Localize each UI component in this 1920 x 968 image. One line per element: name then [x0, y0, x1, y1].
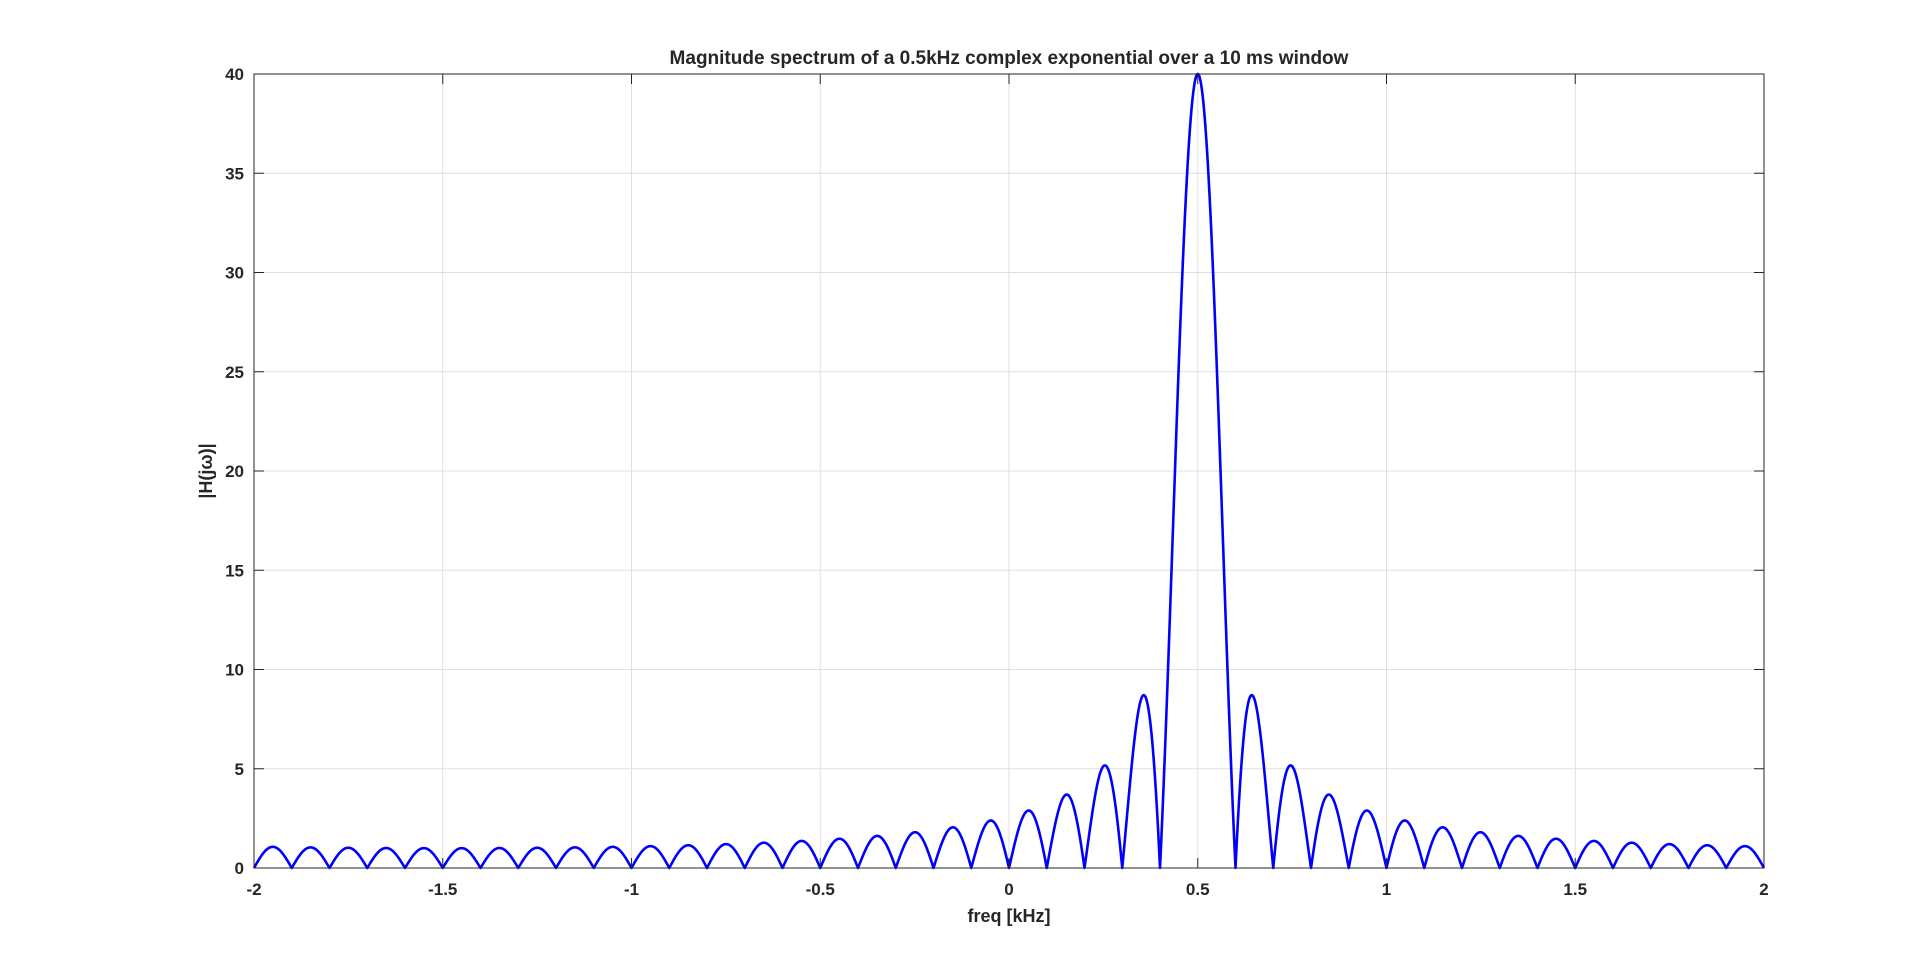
- y-tick-label: 10: [225, 661, 244, 680]
- y-tick-label: 20: [225, 462, 244, 481]
- x-tick-label: -1.5: [428, 880, 457, 899]
- y-tick-label: 35: [225, 164, 244, 183]
- x-tick-label: -0.5: [806, 880, 835, 899]
- y-tick-label: 15: [225, 561, 244, 580]
- x-axis-label: freq [kHz]: [967, 906, 1050, 926]
- x-tick-label: 0: [1004, 880, 1013, 899]
- grid: [254, 74, 1764, 868]
- x-tick-label: 1.5: [1563, 880, 1587, 899]
- x-tick-label: 0.5: [1186, 880, 1210, 899]
- y-tick-labels: 0 5 10 15 20 25 30 35 40: [225, 65, 244, 878]
- x-tick-label: 1: [1382, 880, 1391, 899]
- y-axis-label: |H(jω)|: [196, 443, 216, 498]
- x-tick-label: 2: [1759, 880, 1768, 899]
- y-tick-label: 0: [235, 859, 244, 878]
- y-tick-label: 30: [225, 264, 244, 283]
- tick-marks: [253, 73, 1765, 869]
- y-tick-label: 25: [225, 363, 244, 382]
- x-tick-label: -1: [624, 880, 639, 899]
- y-tick-label: 40: [225, 65, 244, 84]
- x-tick-labels: -2 -1.5 -1 -0.5 0 0.5 1 1.5 2: [246, 880, 1768, 899]
- chart-title: Magnitude spectrum of a 0.5kHz complex e…: [670, 48, 1349, 69]
- y-tick-label: 5: [235, 760, 244, 779]
- x-tick-label: -2: [246, 880, 261, 899]
